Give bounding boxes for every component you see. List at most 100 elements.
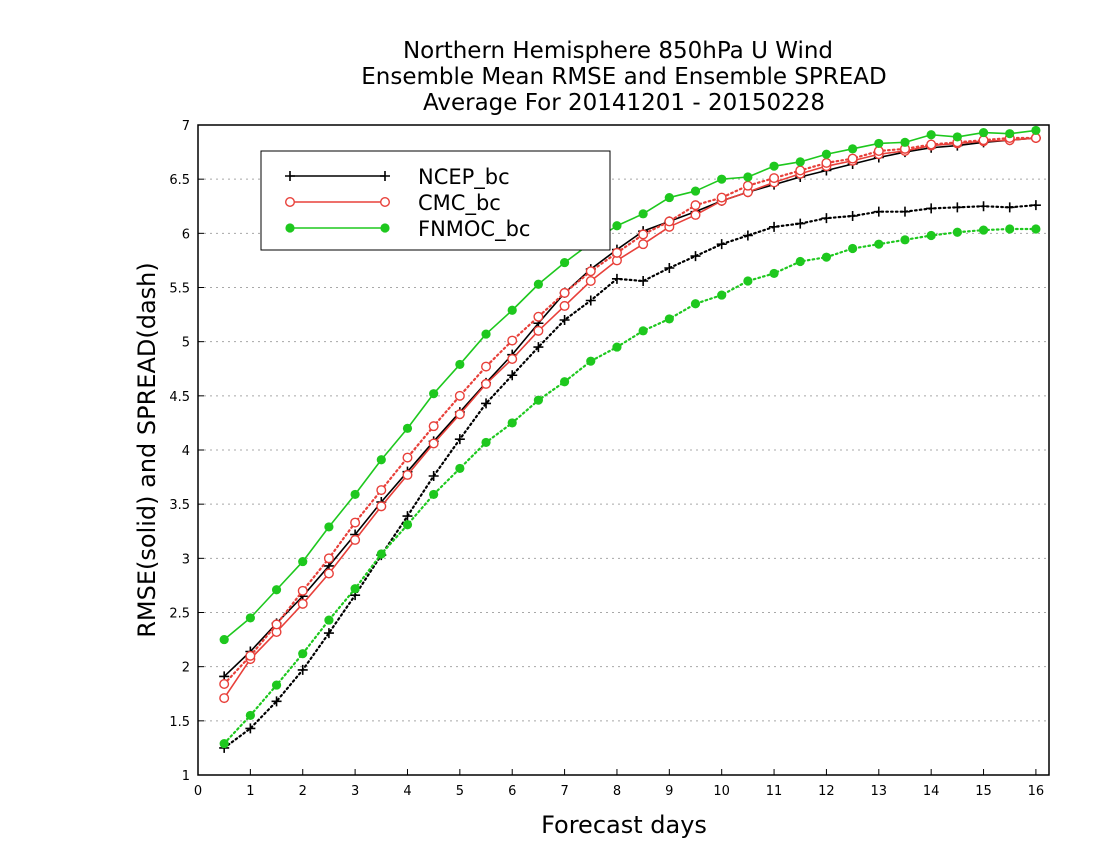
point-fnmoc-bc-solid-1 — [245, 613, 255, 623]
point-cmc-bc-solid-14 — [585, 276, 596, 287]
point-cmc-bc-dotted-10 — [481, 361, 492, 372]
point-fnmoc-bc-solid-11 — [507, 305, 517, 315]
point-fnmoc-bc-dotted-16 — [638, 326, 648, 336]
x-tick-label-15: 15 — [975, 784, 992, 799]
point-fnmoc-bc-dotted-12 — [533, 395, 544, 405]
x-tick-label-14: 14 — [923, 784, 940, 799]
point-fnmoc-bc-dotted-13 — [559, 377, 570, 387]
point-ncep-bc-dotted-8 — [428, 471, 439, 481]
point-fnmoc-bc-solid-10 — [481, 329, 491, 339]
point-ncep-bc-dotted-28 — [952, 202, 963, 213]
point-ncep-bc-dotted-17 — [664, 263, 675, 273]
point-fnmoc-bc-solid-15 — [612, 221, 622, 231]
point-fnmoc-bc-solid-16 — [638, 209, 648, 219]
y-axis-label: RMSE(solid) and SPREAD(dash) — [133, 262, 161, 638]
point-fnmoc-bc-solid-5 — [350, 489, 360, 500]
legend-marker-end-fnmoc-bc — [380, 223, 390, 233]
point-cmc-bc-dotted-9 — [454, 390, 465, 401]
x-tick-label-12: 12 — [818, 784, 835, 799]
point-fnmoc-bc-dotted-10 — [481, 437, 491, 448]
point-fnmoc-bc-solid-26 — [900, 137, 910, 147]
point-cmc-bc-dotted-5 — [350, 517, 361, 528]
axis-ticks: 0 1 2 3 4 5 6 7 8 9 10 11 12 13 14 15 1611.522.533.544.5… — [169, 119, 1044, 799]
point-fnmoc-bc-dotted-15 — [612, 342, 622, 352]
title-line-3: Average For 20141201 - 20150228 — [423, 90, 825, 116]
point-fnmoc-bc-dotted-26 — [900, 235, 910, 245]
point-ncep-bc-dotted-23 — [821, 213, 832, 224]
x-tick-label-9: 9 — [665, 784, 673, 799]
point-ncep-bc-dotted-24 — [847, 211, 858, 221]
point-cmc-bc-solid-7 — [402, 469, 413, 480]
point-ncep-bc-dotted-12 — [533, 342, 544, 353]
point-fnmoc-bc-solid-18 — [690, 186, 701, 196]
point-fnmoc-bc-dotted-28 — [952, 227, 962, 237]
point-ncep-bc-dotted-10 — [481, 398, 492, 409]
point-fnmoc-bc-solid-13 — [559, 257, 570, 268]
point-cmc-bc-dotted-20 — [742, 180, 753, 191]
title-line-1: Northern Hemisphere 850hPa U Wind — [403, 38, 833, 64]
point-cmc-bc-solid-13 — [559, 300, 570, 311]
point-fnmoc-bc-dotted-8 — [429, 489, 439, 500]
series-ncep-bc-dotted — [219, 200, 1041, 753]
point-ncep-bc-dotted-29 — [978, 201, 989, 212]
point-fnmoc-bc-dotted-9 — [455, 463, 465, 474]
point-ncep-bc-dotted-2 — [271, 696, 282, 707]
x-tick-label-11: 11 — [766, 784, 783, 799]
point-cmc-bc-dotted-27 — [926, 139, 937, 150]
legend-item-fnmoc-bc: FNMOC_bc — [285, 217, 530, 242]
point-ncep-bc-dotted-11 — [507, 370, 518, 381]
point-cmc-bc-dotted-7 — [402, 452, 413, 463]
point-cmc-bc-solid-6 — [376, 501, 387, 512]
x-tick-label-3: 3 — [351, 784, 359, 799]
point-fnmoc-bc-dotted-0 — [219, 738, 229, 749]
legend-marker-start-ncep-bc — [285, 171, 295, 181]
point-fnmoc-bc-dotted-5 — [350, 584, 360, 594]
point-fnmoc-bc-solid-23 — [821, 149, 832, 159]
point-ncep-bc-dotted-13 — [559, 315, 570, 325]
point-ncep-bc-dotted-30 — [1004, 202, 1015, 213]
point-fnmoc-bc-dotted-21 — [769, 268, 779, 279]
point-fnmoc-bc-dotted-11 — [507, 418, 517, 428]
point-fnmoc-bc-solid-27 — [926, 130, 936, 140]
x-tick-label-5: 5 — [456, 784, 464, 799]
y-tick-label-3: 2.5 — [169, 607, 190, 622]
series-fnmoc-bc-dotted — [219, 224, 1041, 749]
point-fnmoc-bc-dotted-22 — [795, 256, 805, 267]
point-cmc-bc-solid-4 — [323, 568, 334, 579]
point-fnmoc-bc-dotted-6 — [376, 549, 386, 559]
point-fnmoc-bc-solid-3 — [298, 556, 308, 567]
point-fnmoc-bc-solid-12 — [533, 279, 544, 289]
point-cmc-bc-dotted-1 — [245, 650, 256, 661]
point-fnmoc-bc-dotted-4 — [324, 615, 334, 625]
point-cmc-bc-solid-12 — [533, 325, 544, 336]
chart-title: Northern Hemisphere 850hPa U Wind Ensemb… — [361, 38, 886, 116]
point-cmc-bc-solid-0 — [219, 693, 230, 704]
legend-box — [260, 150, 611, 251]
point-fnmoc-bc-solid-31 — [1031, 125, 1041, 136]
x-axis-label: Forecast days — [541, 811, 707, 839]
point-fnmoc-bc-dotted-1 — [245, 710, 255, 721]
point-cmc-bc-dotted-12 — [533, 311, 544, 322]
point-cmc-bc-dotted-14 — [585, 266, 596, 277]
point-cmc-bc-solid-9 — [454, 409, 465, 420]
point-ncep-bc-dotted-15 — [611, 273, 622, 284]
gridlines — [198, 178, 1049, 722]
point-ncep-bc-dotted-22 — [795, 218, 806, 229]
point-fnmoc-bc-dotted-2 — [271, 680, 282, 690]
point-cmc-bc-dotted-13 — [559, 287, 570, 298]
legend-label-ncep-bc: NCEP_bc — [418, 165, 510, 190]
point-cmc-bc-dotted-0 — [219, 679, 230, 690]
point-fnmoc-bc-dotted-30 — [1005, 224, 1015, 234]
point-ncep-bc-dotted-31 — [1030, 200, 1041, 211]
legend-label-cmc-bc: CMC_bc — [418, 191, 501, 216]
point-cmc-bc-dotted-22 — [795, 165, 806, 176]
x-tick-label-8: 8 — [613, 784, 621, 799]
legend-marker-start-fnmoc-bc — [285, 223, 295, 233]
y-tick-label-7: 4.5 — [169, 390, 190, 405]
point-fnmoc-bc-solid-29 — [978, 127, 989, 138]
legend-marker-end-ncep-bc — [380, 171, 390, 181]
y-tick-label-5: 3.5 — [169, 498, 190, 513]
point-cmc-bc-solid-10 — [481, 378, 492, 389]
point-fnmoc-bc-solid-6 — [376, 455, 386, 465]
point-fnmoc-bc-dotted-23 — [821, 252, 832, 262]
